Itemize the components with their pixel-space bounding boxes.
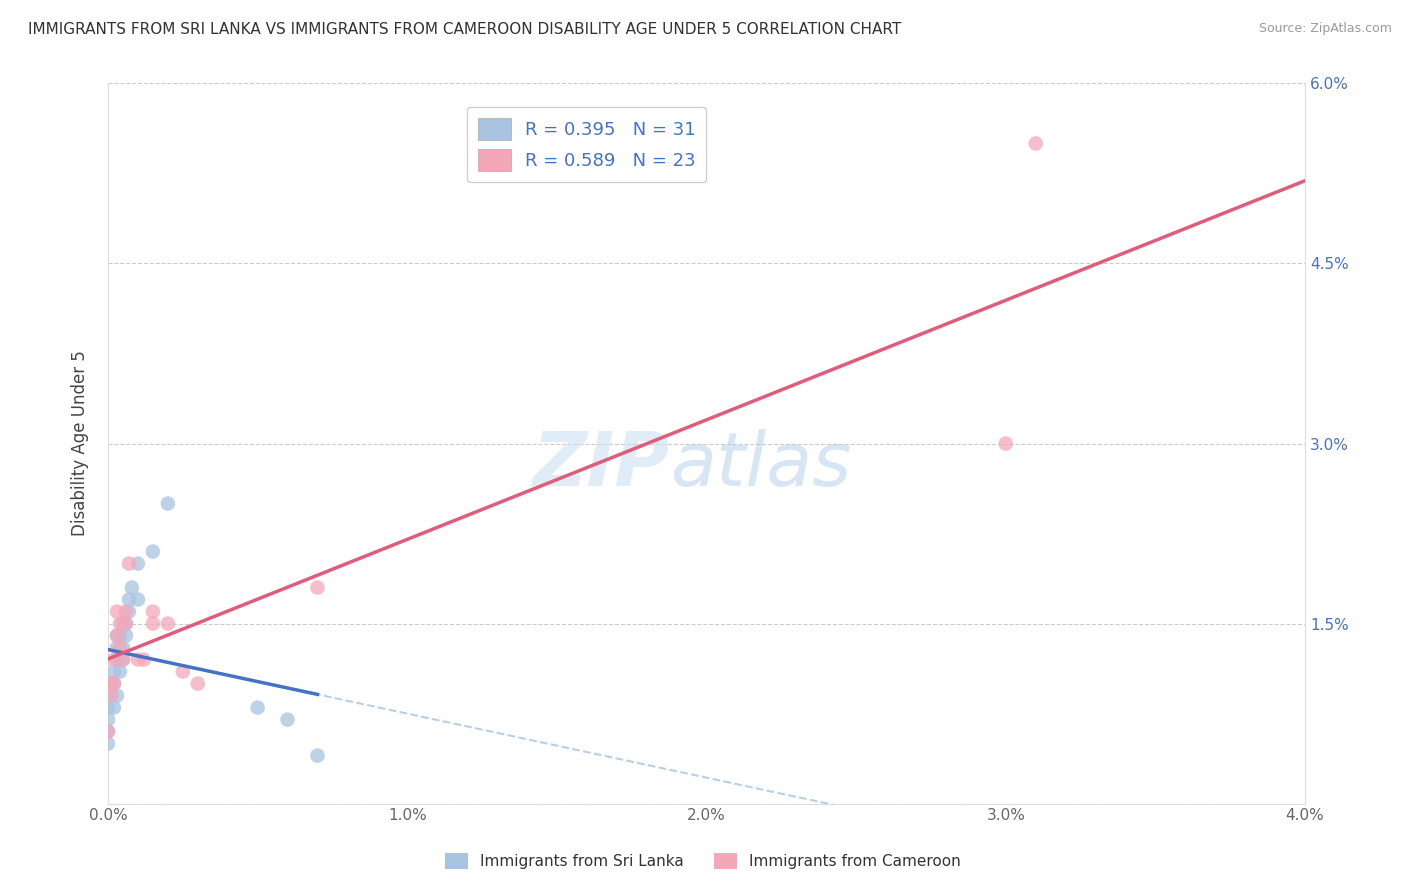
Point [97,724,120,739]
Point [115,616,138,631]
Point [103,676,125,690]
Point [121,581,143,595]
Point [111,640,134,655]
Legend: R = 0.395   N = 31, R = 0.589   N = 23: R = 0.395 N = 31, R = 0.589 N = 23 [467,107,706,182]
Point [105,629,128,643]
Point [105,605,128,619]
Point [127,592,149,607]
Point [108,640,131,655]
Point [127,652,149,666]
Point [108,652,131,666]
Point [103,700,125,714]
Point [105,629,128,643]
Point [108,616,131,631]
Point [307,748,329,763]
Point [187,676,209,690]
Point [118,605,141,619]
Point [118,592,141,607]
Point [132,652,155,666]
Point [111,616,134,631]
Point [127,557,149,571]
Point [246,700,269,714]
Text: Source: ZipAtlas.com: Source: ZipAtlas.com [1258,22,1392,36]
Text: IMMIGRANTS FROM SRI LANKA VS IMMIGRANTS FROM CAMEROON DISABILITY AGE UNDER 5 COR: IMMIGRANTS FROM SRI LANKA VS IMMIGRANTS … [28,22,901,37]
Point [100,676,122,690]
Point [115,629,138,643]
Point [97,700,120,714]
Point [156,616,179,631]
Point [118,557,141,571]
Point [307,581,329,595]
Point [142,616,165,631]
Point [97,737,120,751]
Point [115,605,138,619]
Point [105,640,128,655]
Point [100,689,122,703]
Y-axis label: Disability Age Under 5: Disability Age Under 5 [72,351,89,536]
Point [108,629,131,643]
Point [103,652,125,666]
Text: ZIP: ZIP [533,429,671,501]
Point [108,665,131,679]
Point [172,665,194,679]
Point [97,724,120,739]
Point [277,713,299,727]
Legend: Immigrants from Sri Lanka, Immigrants from Cameroon: Immigrants from Sri Lanka, Immigrants fr… [439,847,967,875]
Point [105,689,128,703]
Point [1025,136,1047,151]
Point [111,652,134,666]
Text: atlas: atlas [671,429,852,501]
Point [100,676,122,690]
Point [100,689,122,703]
Point [142,544,165,558]
Point [156,497,179,511]
Point [111,652,134,666]
Point [115,616,138,631]
Point [103,676,125,690]
Point [103,665,125,679]
Point [142,605,165,619]
Point [97,713,120,727]
Point [105,652,128,666]
Point [994,436,1017,450]
